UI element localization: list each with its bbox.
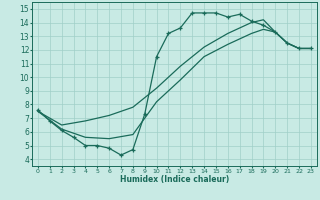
X-axis label: Humidex (Indice chaleur): Humidex (Indice chaleur) (120, 175, 229, 184)
